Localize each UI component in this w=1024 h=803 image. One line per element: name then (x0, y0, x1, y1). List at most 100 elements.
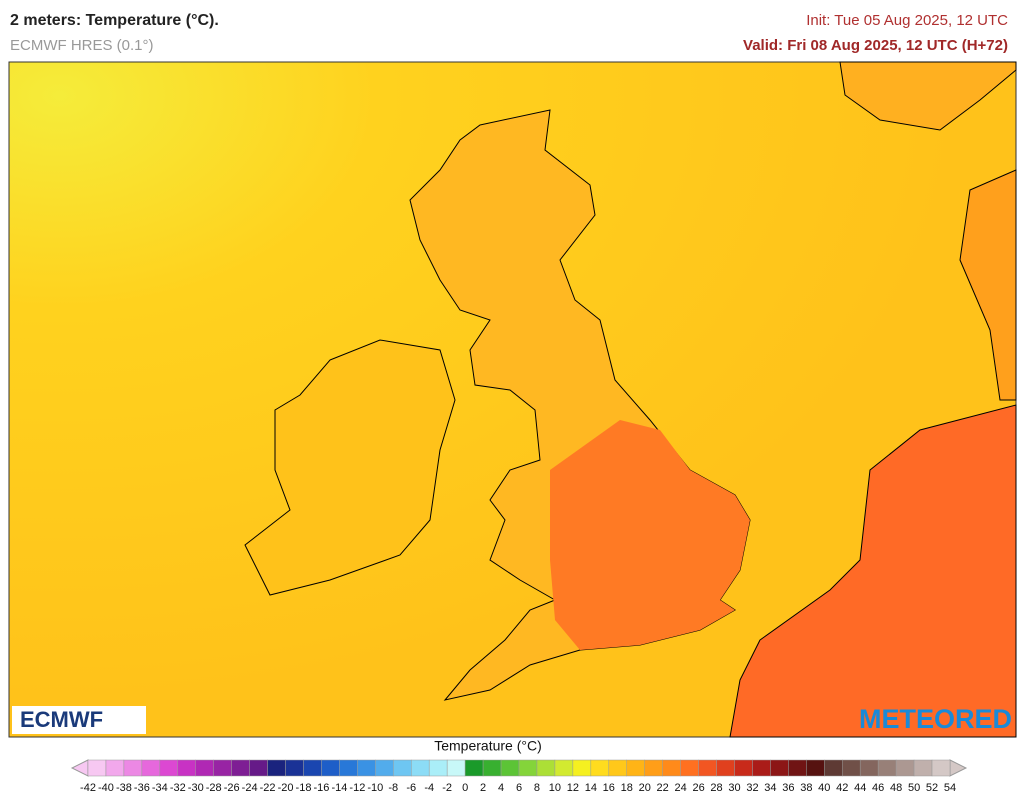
colorbar-tick-label: -22 (260, 782, 276, 794)
colorbar-tick-label: 32 (746, 782, 758, 794)
colorbar-cell (859, 759, 879, 777)
colorbar-tick-label: 0 (462, 782, 468, 794)
colorbar-tick-label: 10 (549, 782, 561, 794)
colorbar-tick-label: 44 (854, 782, 866, 794)
colorbar-tick-label: -28 (206, 782, 222, 794)
colorbar-tick-label: 30 (728, 782, 740, 794)
colorbar-tick-label: 14 (585, 782, 597, 794)
colorbar-cell (895, 759, 915, 777)
colorbar-tick-label: 16 (603, 782, 615, 794)
colorbar-cell (788, 759, 807, 777)
colorbar-cell (267, 759, 286, 777)
colorbar-cell (913, 759, 933, 777)
colorbar: -42 -40 -38 -36 -34 -32 -30 -28 -26 -24 -22 -20 -18-… (70, 759, 968, 794)
colorbar-tick-label: 12 (567, 782, 579, 794)
colorbar-tick-label: 48 (890, 782, 902, 794)
title: 2 meters: Temperature (°C). (10, 12, 219, 29)
colorbar-cell (87, 759, 107, 777)
colorbar-tick-label: 24 (675, 782, 687, 794)
colorbar-cell (213, 759, 232, 777)
land-norway (839, 61, 1017, 131)
colorbar-tick-label: -40 (98, 782, 114, 794)
colorbar-cell (446, 759, 466, 777)
colorbar-tick-label: 52 (926, 782, 938, 794)
colorbar-tick-label: 40 (818, 782, 830, 794)
colorbar-cell (554, 759, 574, 777)
colorbar-cell (231, 759, 250, 777)
colorbar-tick-label: -10 (367, 782, 383, 794)
colorbar-tick-label: 36 (782, 782, 794, 794)
land-denmark (959, 169, 1017, 401)
colorbar-tick-label: -42 (80, 782, 96, 794)
warm-region (550, 420, 750, 650)
land-ireland (244, 339, 456, 596)
colorbar-tick-label: -6 (406, 782, 416, 794)
colorbar-tick-label: -16 (314, 782, 330, 794)
colorbar-tick-label: -4 (424, 782, 434, 794)
colorbar-cell (321, 759, 340, 777)
colorbar-cell (662, 759, 681, 777)
colorbar-tick-label: 2 (480, 782, 486, 794)
colorbar-tick-label: -32 (170, 782, 186, 794)
colorbar-tick-label: 20 (639, 782, 651, 794)
colorbar-cell (752, 759, 771, 777)
colorbar-cell (698, 759, 717, 777)
colorbar-cell (931, 759, 951, 777)
colorbar-cell (428, 759, 448, 777)
colorbar-cell (375, 759, 394, 777)
logo-ecmwf: ECMWF (20, 707, 103, 732)
colorbar-label: Temperature (°C) (434, 738, 542, 754)
colorbar-tick-label: 26 (692, 782, 704, 794)
colorbar-cell (411, 759, 430, 777)
init-time: Init: Tue 05 Aug 2025, 12 UTC (806, 12, 1008, 29)
colorbar-cell (824, 759, 843, 777)
colorbar-cell (195, 759, 214, 777)
colorbar-tick-label: -26 (224, 782, 240, 794)
colorbar-tick-label: 38 (800, 782, 812, 794)
colorbar-tick-label: -8 (388, 782, 398, 794)
colorbar-cell (339, 759, 358, 777)
colorbar-tick-label: -2 (442, 782, 452, 794)
colorbar-cell (770, 759, 789, 777)
colorbar-tick-label: -38 (116, 782, 132, 794)
colorbar-tick-label: 18 (621, 782, 633, 794)
colorbar-tick-label: 8 (534, 782, 540, 794)
colorbar-arrow-left (70, 759, 89, 777)
colorbar-cell (500, 759, 520, 777)
land-continent (729, 404, 1017, 738)
colorbar-cell (123, 759, 143, 777)
colorbar-cell (716, 759, 735, 777)
colorbar-cell (482, 759, 502, 777)
colorbar-cell (159, 759, 179, 777)
colorbar-tick-label: 22 (657, 782, 669, 794)
colorbar-tick-label: -14 (331, 782, 347, 794)
colorbar-tick-label: -36 (134, 782, 150, 794)
colorbar-cell (734, 759, 753, 777)
valid-time: Valid: Fri 08 Aug 2025, 12 UTC (H+72) (743, 37, 1008, 54)
colorbar-cell (644, 759, 663, 777)
colorbar-tick-label: 50 (908, 782, 920, 794)
colorbar-cell (285, 759, 304, 777)
colorbar-cell (590, 759, 610, 777)
colorbar-cell (877, 759, 897, 777)
colorbar-tick-label: 34 (764, 782, 776, 794)
logo-meteored: METEORED (859, 704, 1012, 734)
colorbar-cell (572, 759, 592, 777)
colorbar-cell (303, 759, 322, 777)
model: ECMWF HRES (0.1°) (10, 37, 154, 54)
colorbar-tick-label: -18 (296, 782, 312, 794)
colorbar-tick-label: -34 (152, 782, 168, 794)
colorbar-cell (518, 759, 538, 777)
colorbar-tick-label: 42 (836, 782, 848, 794)
colorbar-cell (842, 759, 861, 777)
colorbar-tick-label: -30 (188, 782, 204, 794)
colorbar-cell (536, 759, 556, 777)
colorbar-cell (105, 759, 125, 777)
colorbar-tick-label: 28 (710, 782, 722, 794)
colorbar-tick-label: -20 (278, 782, 294, 794)
colorbar-tick-label: 54 (944, 782, 956, 794)
colorbar-tick-label: -24 (242, 782, 258, 794)
colorbar-cell (626, 759, 645, 777)
colorbar-cell (357, 759, 376, 777)
